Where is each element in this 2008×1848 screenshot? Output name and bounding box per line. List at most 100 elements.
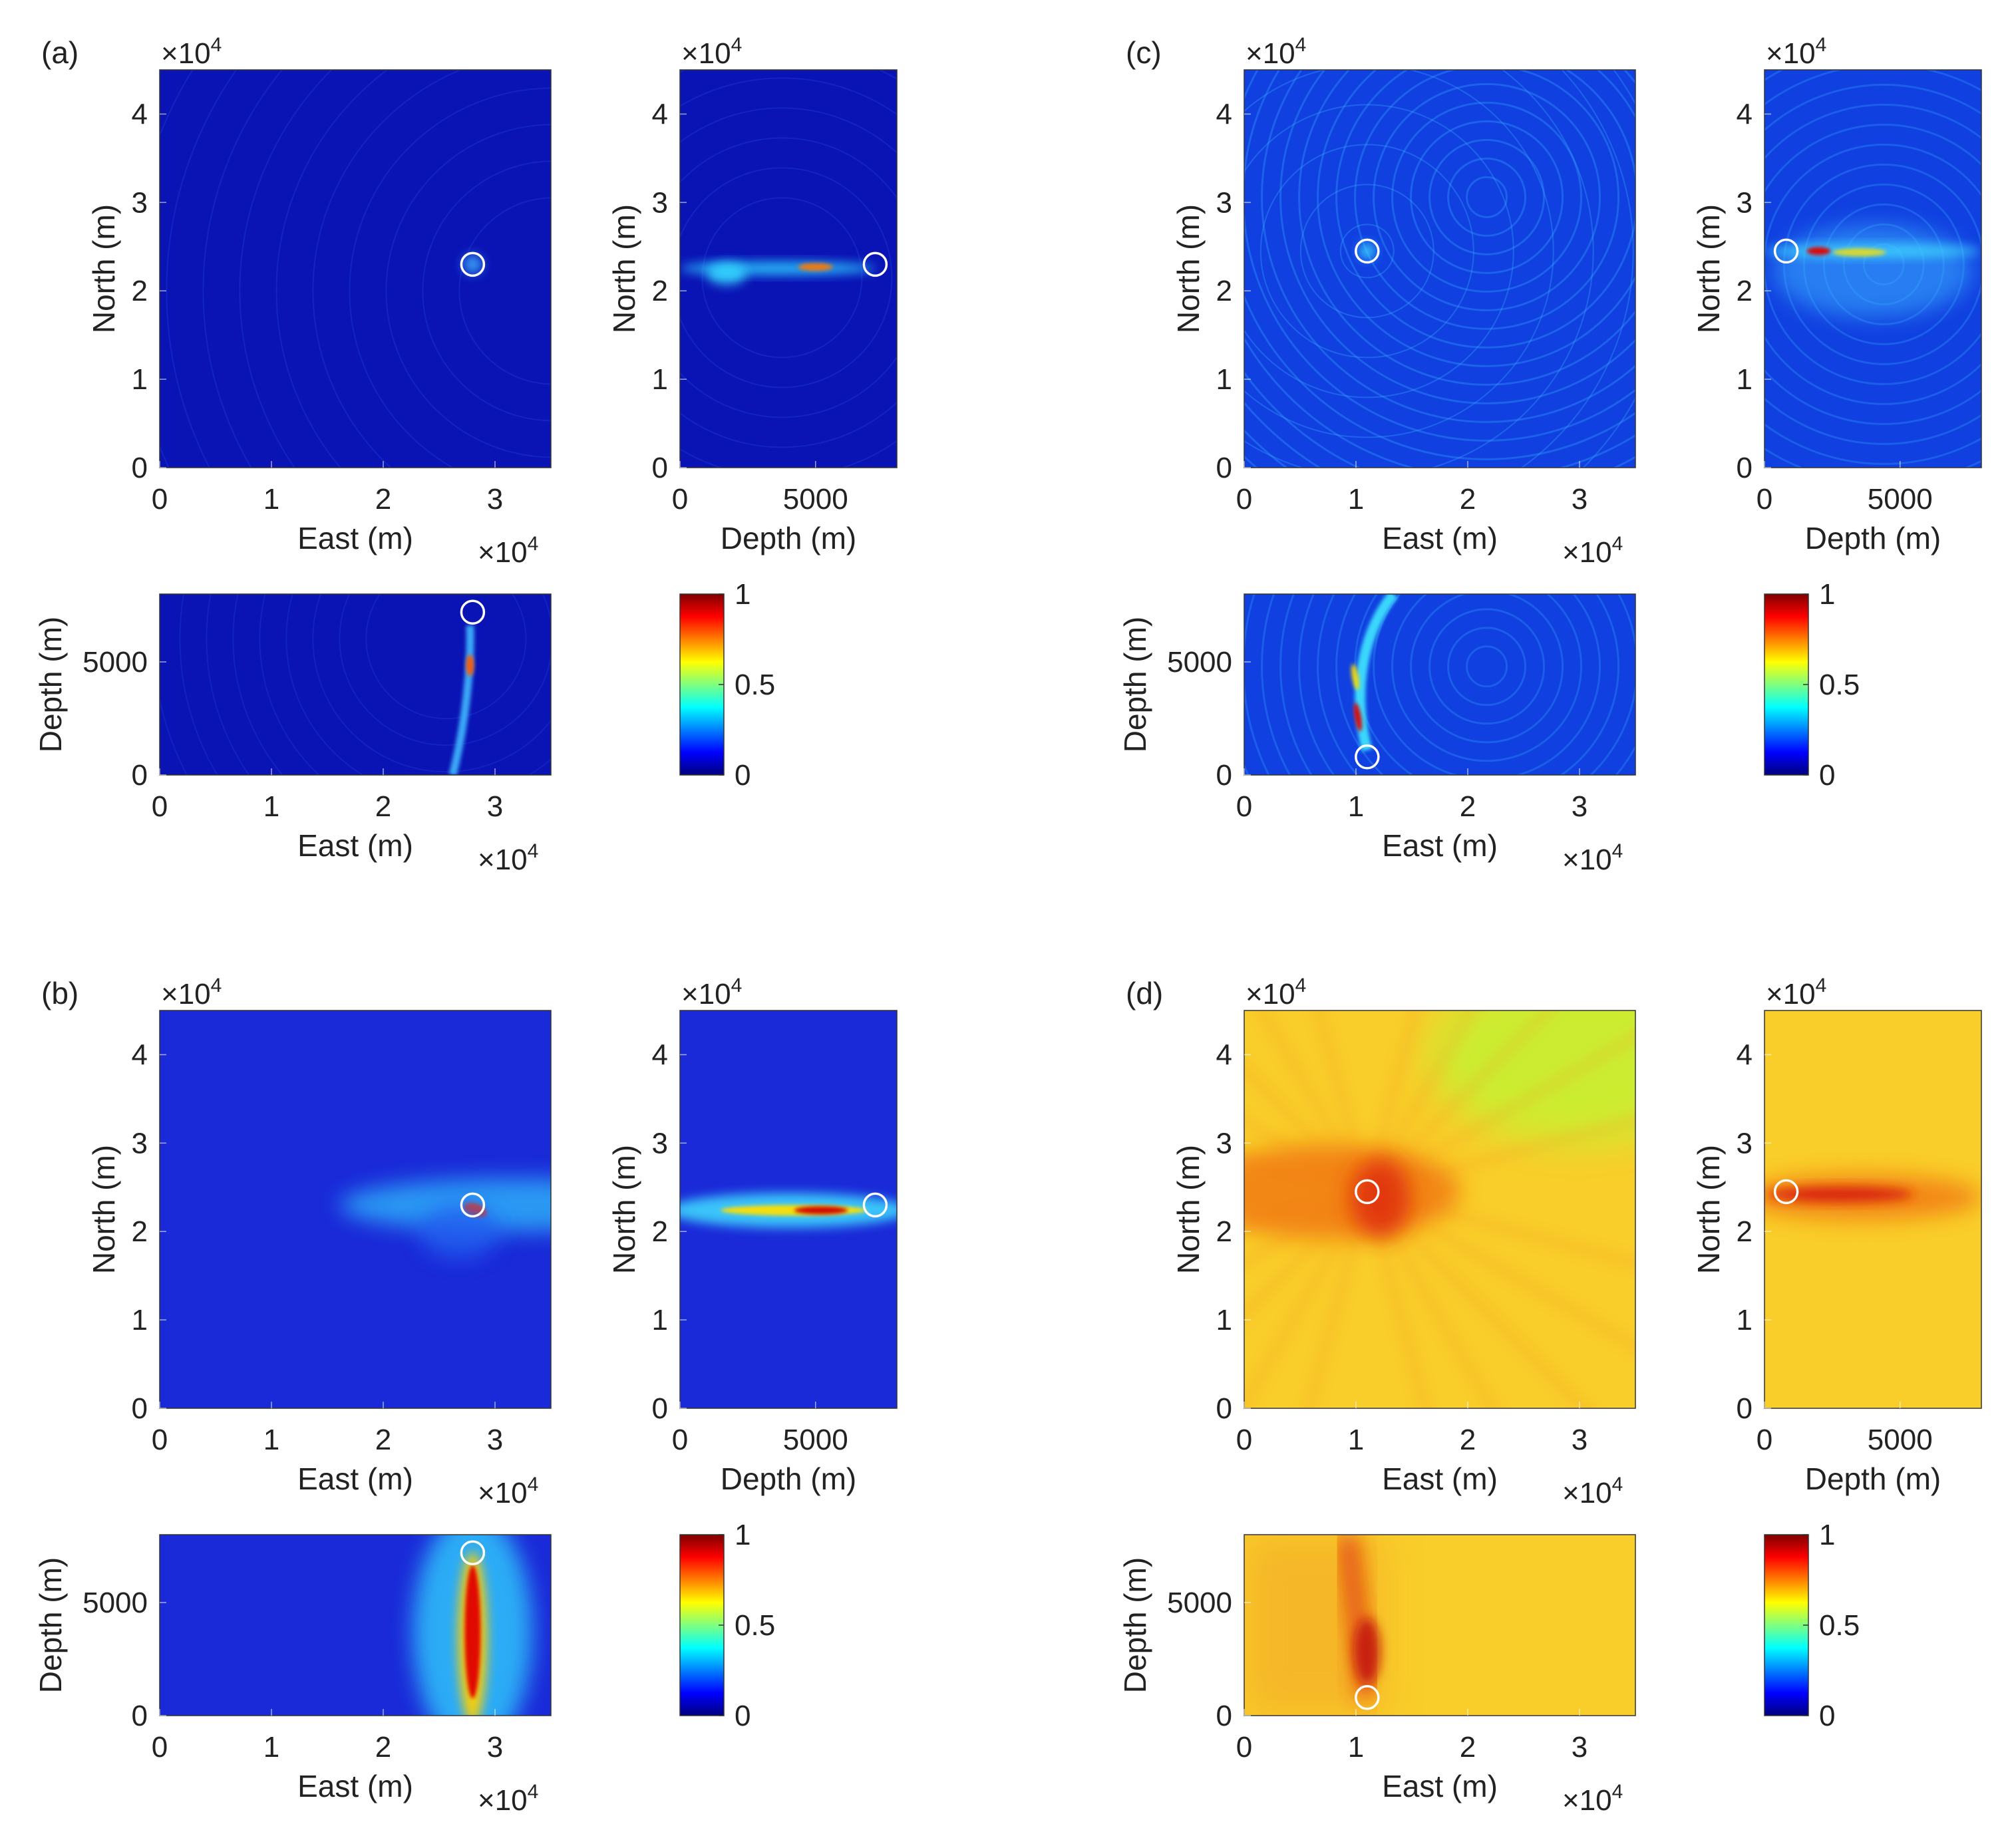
panel-b-north-depth-y-exponent: ×104 (681, 975, 742, 1010)
panel-a-map-ytick-label: 0 (132, 452, 148, 484)
panel-c-depth-east-ring (1466, 645, 1508, 688)
panel-c-label: (c) (1126, 35, 1162, 70)
panel-a-map-wavefront (239, 70, 333, 468)
panel-b-north-depth-heatmap (680, 1010, 897, 1408)
panel-d-depth-east-xtick-label: 2 (1460, 1731, 1476, 1764)
panel-c-map-hotspot (1359, 243, 1375, 259)
panel-c-map-ring (1391, 101, 1583, 293)
panel-a-depth-east-wavefront (259, 594, 321, 775)
panel-a-north-depth-ylabel: North (m) (607, 204, 641, 333)
panel-a-north-depth-xtick-label: 5000 (783, 483, 848, 516)
panel-c-map-ring (1298, 70, 1635, 386)
panel-a-north-depth-wavefront (680, 107, 897, 448)
panel-c-map-ring (1466, 176, 1508, 218)
panel-b-map-xtick-label: 0 (152, 1424, 168, 1456)
panel-b-map-glow (339, 1178, 551, 1232)
panel-c-depth-east-xtick-label: 2 (1460, 790, 1476, 823)
panel-c-north-depth-glow (1773, 224, 1973, 318)
panel-d-depth-east-xtick-label: 0 (1236, 1731, 1252, 1764)
panel-a-depth-east-wavefront (365, 594, 527, 720)
panel-c-north-depth-ytick-label: 4 (1737, 98, 1753, 130)
panel-c-depth-east-source-marker (1355, 744, 1380, 770)
panel-a-map-xtick-label: 0 (152, 483, 168, 516)
panel-c-depth-east-xtick-label: 3 (1572, 790, 1588, 823)
panel-a-depth-east-xtick-label: 0 (152, 790, 168, 823)
panel-b-depth-east-ytick-label: 0 (132, 1700, 148, 1732)
panel-c-colorbar-gradient (1764, 594, 1808, 775)
panel-a-depth-east-heatmap (160, 594, 551, 775)
panel-c-depth-east-ring (1279, 594, 1313, 775)
panel-b-depth-east-ytick-label: 5000 (83, 1587, 148, 1619)
panel-c-north-depth-xlabel: Depth (m) (1805, 521, 1941, 555)
panel-a-colorbar-gradient (680, 594, 724, 775)
panel-b-depth-east-frame (159, 1534, 552, 1716)
panel-c-north-depth-ylabel: North (m) (1691, 204, 1726, 333)
panel-d-map-xtick-label: 2 (1460, 1424, 1476, 1456)
panel-a-depth-east-ytick-label: 0 (132, 759, 148, 792)
panel-c-depth-east-peak (1353, 702, 1363, 732)
panel-c-map-ring (1428, 138, 1546, 255)
panel-d-north-depth-ytick-label: 2 (1737, 1215, 1753, 1248)
panel-a-north-depth-wavefront (680, 167, 893, 388)
panel-a-map-xlabel: East (m) (297, 521, 413, 555)
panel-a-north-depth-xlabel: Depth (m) (721, 521, 856, 555)
panel-b-depth-east-xtick-label: 2 (375, 1731, 391, 1764)
panel-a-map-xtick-label: 1 (263, 483, 279, 516)
panel-d-depth-east-ylabel: Depth (m) (1118, 1557, 1152, 1693)
panel-d-north-depth-heatmap (1764, 1010, 1981, 1408)
panel-d-map-xtick-label: 3 (1572, 1424, 1588, 1456)
panel-b-map-xtick-label: 3 (487, 1424, 503, 1456)
panel-c-depth-east-xtick-label: 1 (1348, 790, 1364, 823)
panel-a-north-depth-heatmap (680, 70, 897, 468)
panel-c-north-depth-ytick-label: 3 (1737, 186, 1753, 219)
panel-c-map-xtick-label: 0 (1236, 483, 1252, 516)
panel-b-map-source-marker (460, 1192, 486, 1218)
panel-d-north-depth-xlabel: Depth (m) (1805, 1462, 1941, 1496)
panel-b-colorbar-tick-label: 0.5 (735, 1609, 775, 1642)
panel-a-map-ytick-label: 1 (132, 363, 148, 396)
panel-d-north-depth-xtick-label: 0 (1757, 1424, 1772, 1456)
panel-d-depth-east-x-exponent: ×104 (1562, 1781, 1623, 1817)
panel-a-map-wavefront (202, 70, 283, 468)
panel-c-map-ytick-label: 1 (1216, 363, 1232, 396)
panel-d-label: (d) (1126, 976, 1163, 1010)
panel-c-depth-east-frame (1244, 593, 1636, 776)
panel-c-map-ring (1244, 104, 1514, 398)
panel-d-map-streak (1302, 1189, 1374, 1408)
panel-d-map-streak (1363, 1185, 1635, 1354)
panel-a-colorbar-tick-label: 0 (735, 759, 751, 792)
panel-a-map-heatmap (160, 70, 551, 468)
panel-a-depth-east-wavefront (206, 594, 250, 775)
panel-d-colorbar-tick-label: 0.5 (1819, 1609, 1860, 1642)
panel-b-map-ylabel: North (m) (86, 1145, 121, 1274)
panel-c-depth-east-ring (1391, 594, 1583, 762)
panel-c-map-ring (1279, 70, 1635, 404)
panel-b-north-depth-xtick-label: 5000 (783, 1424, 848, 1456)
panel-c-map-xlabel: East (m) (1382, 521, 1498, 555)
panel-b-north-depth-ytick-label: 1 (652, 1304, 668, 1336)
panel-c-map-xtick-label: 3 (1572, 483, 1588, 516)
panel-c-map-background (1244, 70, 1635, 468)
panel-a-map-ytick-label: 3 (132, 186, 148, 219)
panel-c-map-ring (1317, 70, 1635, 367)
panel-d-map-x-exponent: ×104 (1562, 1473, 1623, 1509)
panel-a-north-depth-wavefront (680, 137, 897, 418)
panel-b-depth-east-xtick-label: 0 (152, 1731, 168, 1764)
panel-a-depth-east-wavefront (312, 594, 551, 773)
panel-a-north-depth-wavefront (680, 77, 897, 468)
panel-b-map-ytick-label: 0 (132, 1392, 148, 1425)
panel-b: (b) 0 1 2 3 0 1 2 3 4 East (m) North (m) ×104 ×104 0 50… (33, 975, 898, 1817)
panel-b-north-depth-ytick-label: 4 (652, 1038, 668, 1071)
panel-d-depth-east-heatmap (1244, 1535, 1635, 1716)
panel-b-map-ytick-label: 4 (132, 1038, 148, 1071)
panel-d-north-depth-peak (1767, 1186, 1914, 1203)
panel-d-map-ytick-label: 3 (1216, 1127, 1232, 1159)
panel-c-north-depth-xtick-label: 0 (1757, 483, 1772, 516)
panel-a-map-wavefront (166, 70, 238, 468)
panel-c-north-depth-ring (1764, 84, 1981, 445)
panel-c-map-x-exponent: ×104 (1562, 533, 1623, 569)
panel-c-map-ring (1299, 184, 1434, 319)
panel-d-north-depth-ytick-label: 3 (1737, 1127, 1753, 1159)
panel-c-map-frame (1244, 69, 1636, 468)
